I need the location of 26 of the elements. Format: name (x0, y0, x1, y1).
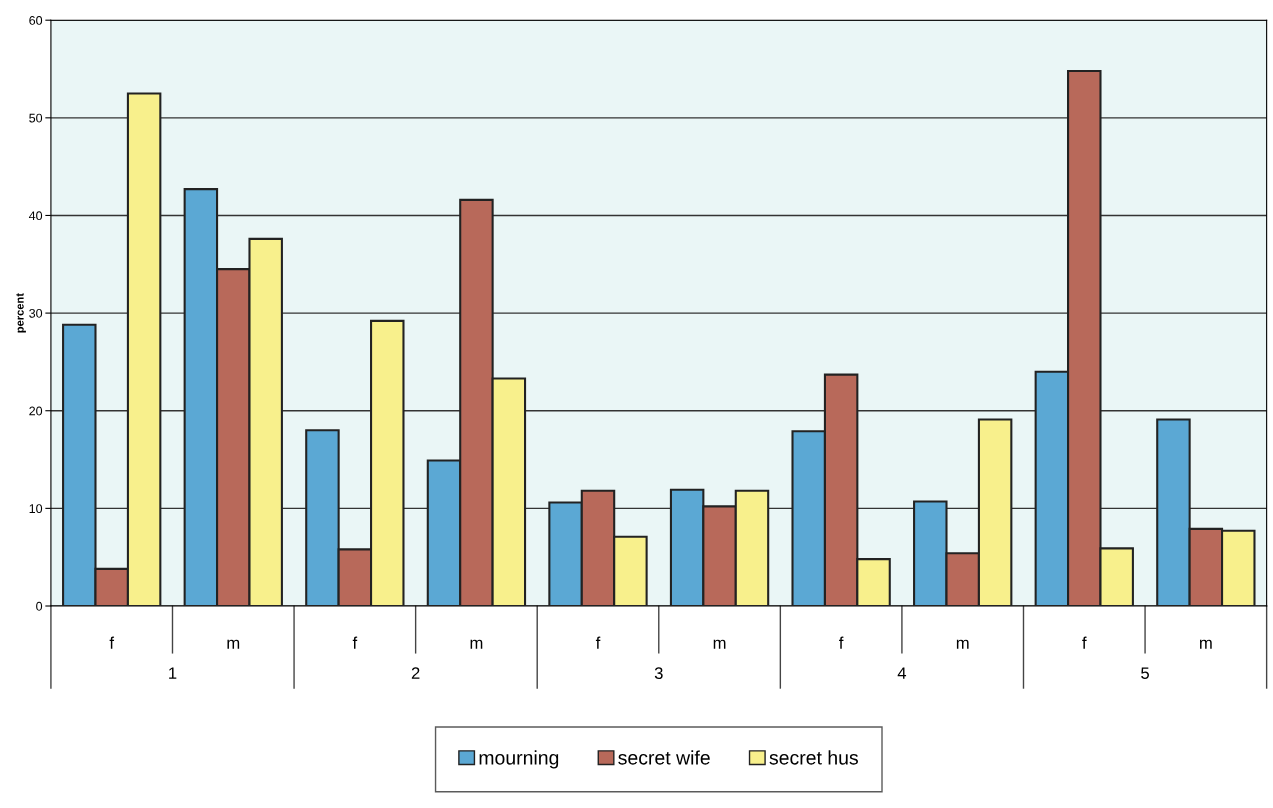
x-tick-label: m (1200, 639, 1212, 649)
y-tick-label: 0 (36, 601, 43, 611)
y-tick-label: 40 (28, 211, 43, 221)
x-tick-label: m (713, 639, 726, 649)
text: 3 (654, 667, 663, 680)
text: 2 (411, 667, 420, 679)
text: 4 (897, 667, 907, 679)
x-tick-label: f (595, 636, 601, 649)
legend-label: mourning (479, 750, 559, 769)
x-tick-label: f (1082, 636, 1087, 649)
text: 5 (1141, 667, 1149, 680)
x-tick-label: f (109, 636, 115, 649)
x-tick-label: m (956, 639, 969, 649)
x-tick-label: m (470, 639, 483, 649)
x-tick-label: m (227, 639, 240, 649)
y-tick-label: 30 (29, 308, 43, 318)
y-tick-label: 10 (29, 504, 43, 514)
text: 1 (169, 667, 177, 679)
x-tick-label: f (839, 636, 844, 649)
x-tick-label: f (352, 636, 358, 649)
y-axis-title: percent (16, 293, 26, 333)
y-tick-label: 60 (29, 16, 43, 25)
y-tick-label: 20 (29, 406, 43, 416)
y-tick-label: 50 (29, 113, 43, 123)
legend-label: secret hus (769, 750, 858, 765)
legend-label: secret wife (618, 750, 710, 765)
